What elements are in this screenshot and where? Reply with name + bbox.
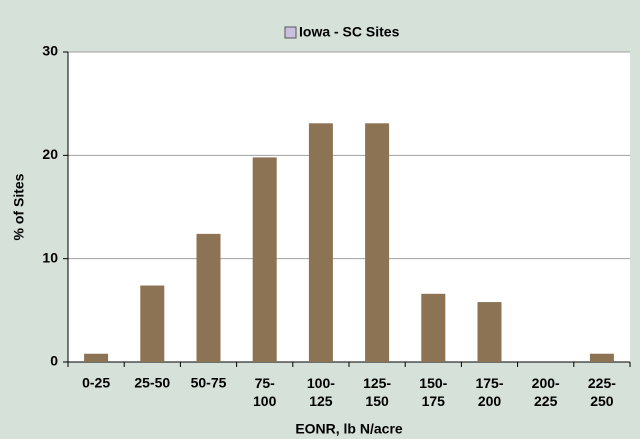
x-tick-label: 225- 250 — [588, 375, 616, 409]
x-tick-label-line: 75- — [255, 375, 276, 391]
y-tick-label: 0 — [50, 353, 58, 369]
x-tick-label-line: 150 — [365, 393, 389, 409]
x-tick-label: 50-75 — [191, 375, 227, 391]
x-tick-label-line: 175- — [475, 375, 503, 391]
x-tick-label: 175- 200 — [475, 375, 503, 409]
legend-swatch — [284, 26, 297, 39]
x-tick-label-line: 100- — [307, 375, 335, 391]
x-tick-label-line: 150- — [419, 375, 447, 391]
x-axis-title: EONR, lb N/acre — [295, 421, 403, 437]
bar — [252, 157, 277, 362]
x-tick-label-line: 125 — [309, 393, 333, 409]
y-axis-title: % of Sites — [11, 173, 27, 240]
x-tick-label-line: 125- — [363, 375, 391, 391]
x-tick-label-line: 200 — [478, 393, 502, 409]
x-tick-label: 25-50 — [134, 375, 170, 391]
x-tick-label-line: 175 — [422, 393, 446, 409]
bar — [421, 293, 446, 362]
bar — [477, 302, 502, 362]
y-tick-label: 20 — [42, 146, 58, 162]
y-tick-label: 30 — [42, 43, 58, 59]
x-tick-label-line: 225- — [588, 375, 616, 391]
x-tick-label-line: 225 — [534, 393, 558, 409]
x-tick-label-line: 100 — [253, 393, 277, 409]
x-tick-label: 150- 175 — [419, 375, 447, 409]
x-tick-label: 200- 225 — [532, 375, 560, 409]
y-tick-label: 10 — [42, 249, 58, 265]
bar — [308, 123, 333, 362]
x-tick-label: 0-25 — [82, 375, 110, 391]
legend-label: Iowa - SC Sites — [299, 24, 400, 40]
bar — [365, 123, 390, 362]
x-tick-label: 125- 150 — [363, 375, 391, 409]
x-tick-label-line: 250 — [590, 393, 614, 409]
x-tick-label-line: 200- — [532, 375, 560, 391]
x-tick-label: 75-100 — [253, 375, 277, 409]
bar — [84, 353, 109, 362]
bar — [196, 233, 221, 362]
x-tick-label: 100- 125 — [307, 375, 335, 409]
bar — [589, 353, 614, 362]
bar — [140, 285, 165, 362]
